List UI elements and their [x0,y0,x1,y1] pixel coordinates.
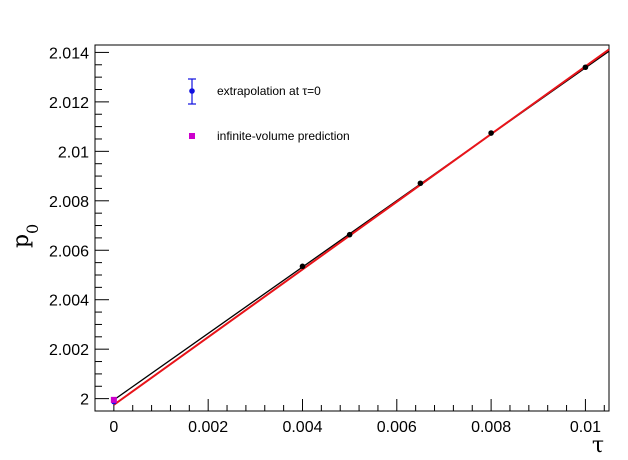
legend-point-icon [189,88,195,94]
y-axis-title: p 0 [9,224,42,248]
y-axis-title-main: p [9,234,34,248]
y-tick-label: 2.002 [49,342,89,359]
data-point [299,263,306,270]
axis-ticks [94,51,605,412]
data-points [299,64,589,270]
legend-label-extrapolation: extrapolation at τ=0 [217,84,321,98]
y-tick-label: 2.014 [49,45,89,62]
y-tick-label: 2 [80,392,89,409]
y-tick-label: 2.006 [49,243,89,260]
x-tick-label: 0 [109,419,118,436]
fit-line-red [113,48,610,406]
y-tick-labels: 2 2.002 2.004 2.006 2.008 2.01 2.012 2.014 [49,45,89,408]
y-axis-title-subscript: 0 [23,224,42,234]
legend: extrapolation at τ=0 infinite-volume pre… [188,78,350,143]
x-tick-label: 0.002 [188,419,228,436]
x-tick-label: 0.006 [377,419,417,436]
legend-label-prediction: infinite-volume prediction [217,129,350,143]
y-tick-label: 2.004 [49,293,89,310]
y-tick-label: 2.008 [49,194,89,211]
fit-lines [113,48,610,406]
y-tick-label: 2.01 [58,144,89,161]
data-point [417,180,424,187]
plot-frame [94,44,610,412]
x-tick-labels: 0 0.002 0.004 0.006 0.008 0.01 [109,419,601,436]
x-tick-label: 0.008 [471,419,511,436]
x-axis-title: τ [592,433,604,458]
prediction-point [110,396,117,403]
x-tick-label: 0.004 [282,419,322,436]
y-tick-label: 2.012 [49,95,89,112]
legend-entry-extrapolation: extrapolation at τ=0 [188,78,321,105]
extrapolation-markers [110,396,117,405]
data-point [582,64,589,71]
legend-entry-prediction: infinite-volume prediction [189,129,350,143]
legend-square-icon [189,133,195,139]
data-point [488,130,494,136]
data-point [346,231,353,238]
x-tick-label: 0.01 [570,419,601,436]
